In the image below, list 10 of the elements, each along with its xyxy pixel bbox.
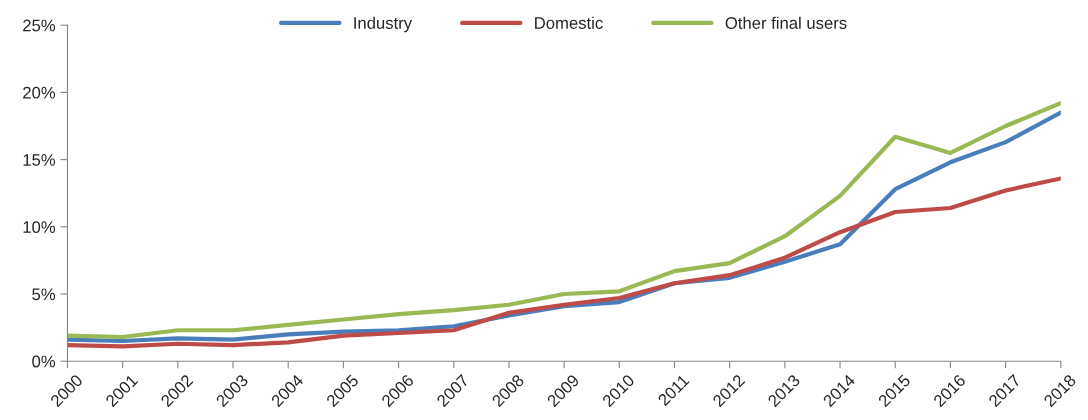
legend-label: Other final users (725, 16, 847, 29)
y-tick-label: 20% (23, 86, 56, 99)
y-tick-label: 5% (32, 288, 56, 301)
legend-label: Industry (354, 16, 413, 33)
line-series (67, 176, 1061, 349)
y-tick-label: 10% (23, 221, 56, 233)
legend-label: Domestic (535, 16, 603, 29)
y-tick-label: 0% (32, 355, 56, 368)
y-tick-label: 25% (23, 19, 56, 32)
y-tick-label: 15% (23, 154, 56, 166)
